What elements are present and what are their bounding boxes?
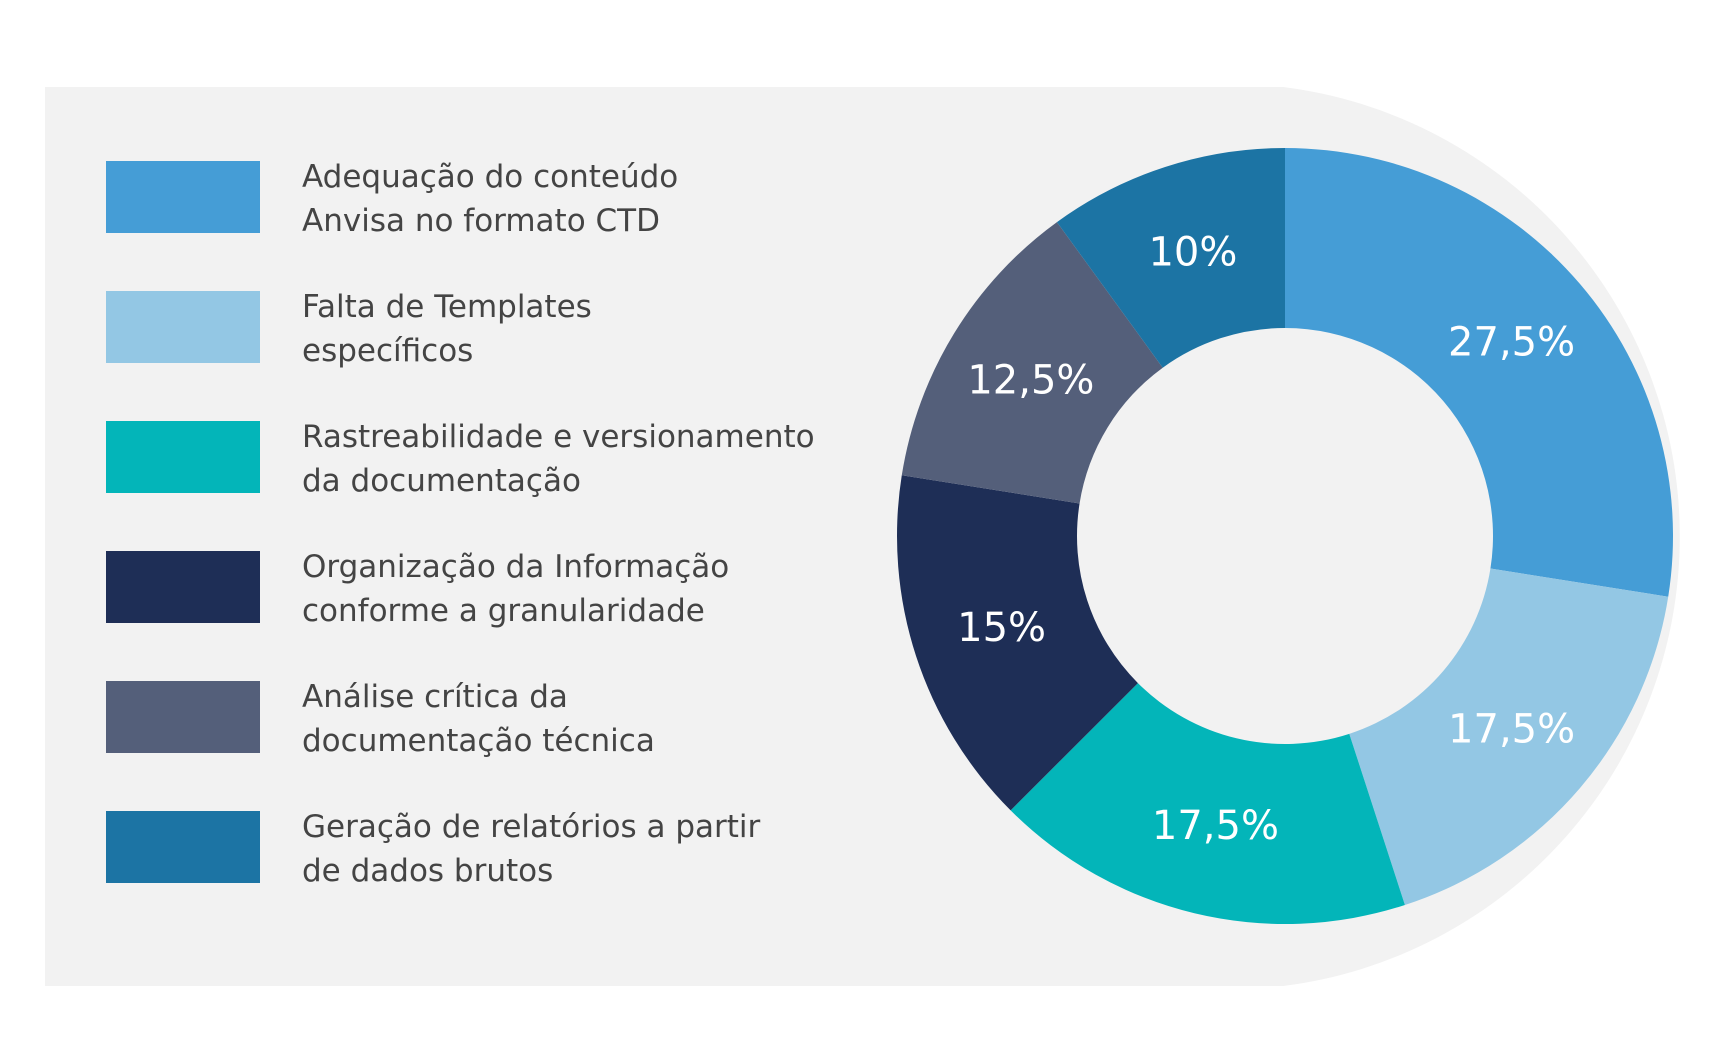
legend-label: Organização da Informação conforme a gran… xyxy=(302,549,729,629)
donut-slice xyxy=(1349,568,1669,906)
legend-swatch xyxy=(106,811,260,883)
donut-slice xyxy=(1010,683,1405,924)
slice-value-label: 12,5% xyxy=(967,357,1094,403)
legend-label: Falta de Templates específicos xyxy=(302,289,592,369)
slice-value-label: 17,5% xyxy=(1152,803,1279,849)
slice-value-label: 10% xyxy=(1148,230,1237,276)
slice-value-label: 27,5% xyxy=(1448,319,1575,365)
legend-label: Análise crítica da documentação técnica xyxy=(302,679,655,759)
legend-swatch xyxy=(106,551,260,623)
slice-value-label: 17,5% xyxy=(1448,707,1575,753)
donut-slice xyxy=(1285,148,1673,597)
legend-swatch xyxy=(106,161,260,233)
slice-value-labels: 27,5% 17,5% 17,5% 15% 12,5% 10% xyxy=(957,230,1575,849)
donut-slices xyxy=(897,148,1673,924)
donut-slice xyxy=(897,475,1138,811)
legend-label: Geração de relatórios a partir de dados b… xyxy=(302,809,761,889)
legend-label: Rastreabilidade e versionamento da docume… xyxy=(302,419,815,499)
legend-swatch xyxy=(106,681,260,753)
legend-swatch xyxy=(106,291,260,363)
legend-swatch xyxy=(106,421,260,493)
donut-slice xyxy=(1056,148,1285,368)
donut-slice xyxy=(901,222,1163,504)
slice-value-label: 15% xyxy=(957,605,1046,651)
legend: Adequação do conteúdo Anvisa no formato C… xyxy=(106,159,815,889)
legend-label: Adequação do conteúdo Anvisa no formato C… xyxy=(302,159,678,239)
